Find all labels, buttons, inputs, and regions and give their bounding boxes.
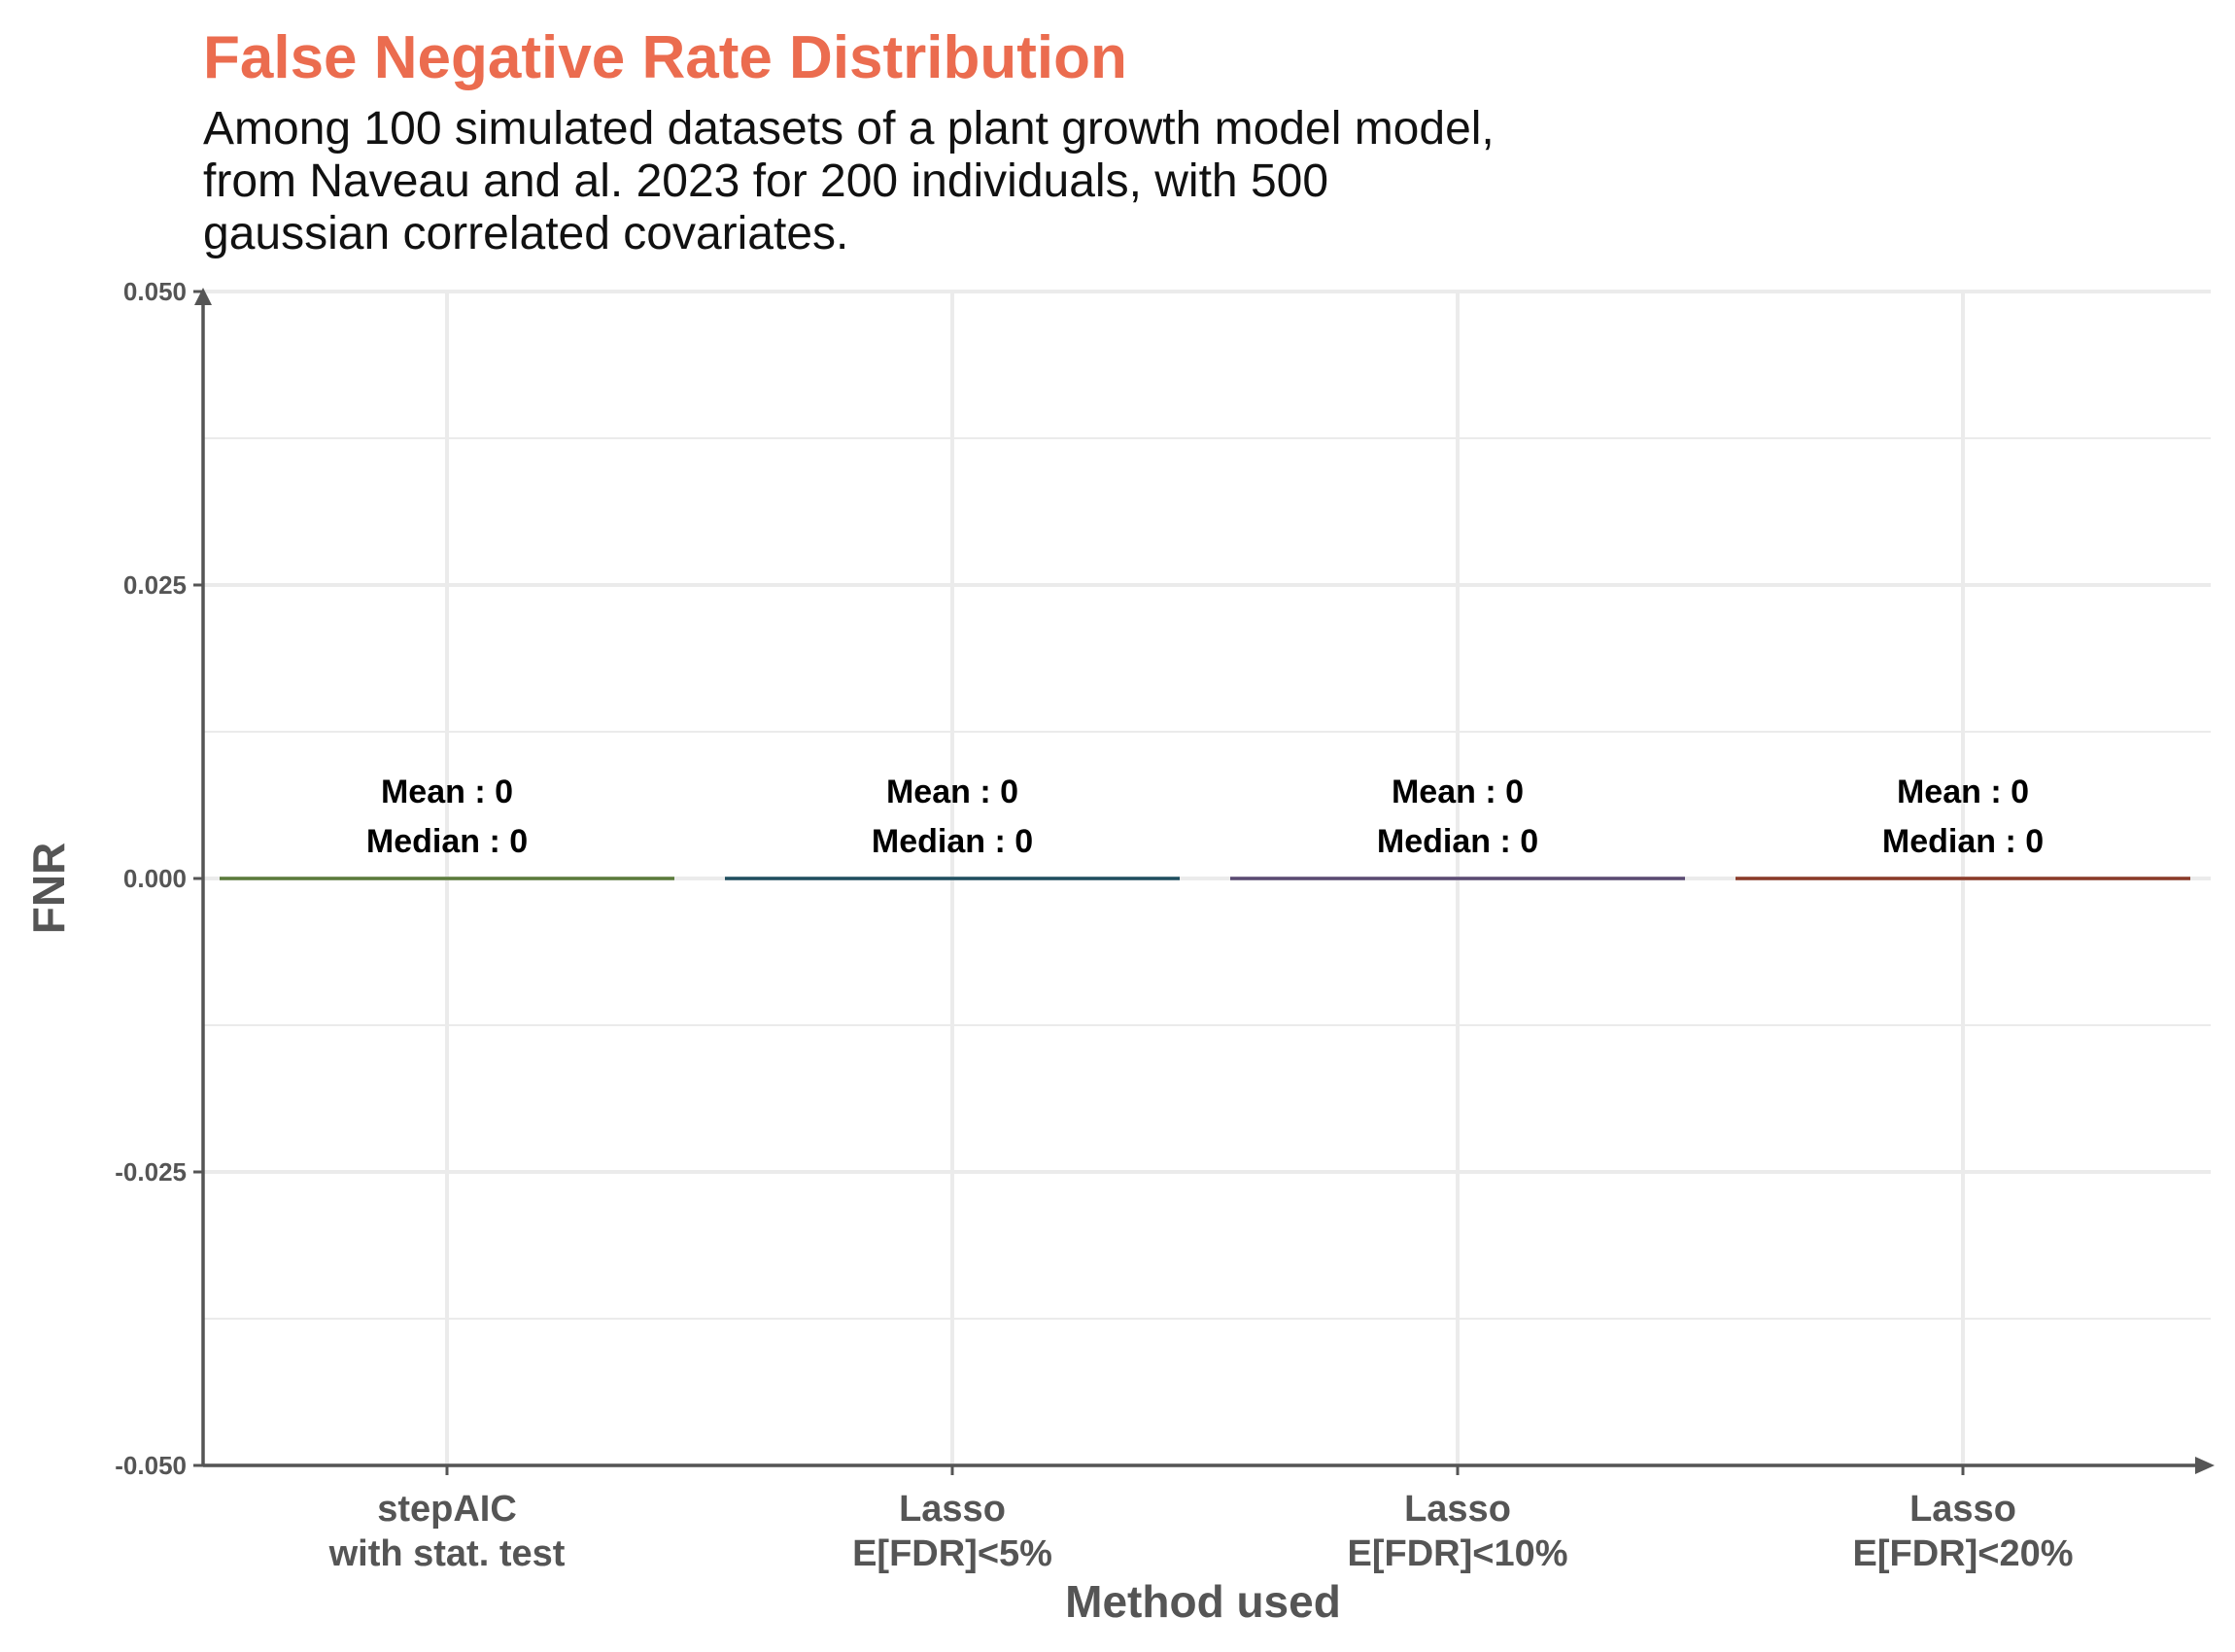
x-category-label: E[FDR]<20% bbox=[1853, 1533, 2074, 1574]
mean-annotation: Mean : 0 bbox=[886, 774, 1018, 810]
axes bbox=[193, 288, 2215, 1475]
y-tick-label: 0.025 bbox=[123, 570, 187, 600]
y-tick-label: -0.025 bbox=[115, 1157, 187, 1187]
subtitle-line: from Naveau and al. 2023 for 200 individ… bbox=[203, 155, 1329, 207]
chart-title: False Negative Rate Distribution bbox=[203, 24, 1127, 91]
chart-marks: Mean : 0 Median : 0 Mean : 0 Median : 0 Mean… bbox=[220, 774, 2190, 880]
subtitle-line: gaussian correlated covariates. bbox=[203, 208, 849, 259]
mean-annotation: Mean : 0 bbox=[381, 774, 513, 810]
median-annotation: Median : 0 bbox=[1882, 823, 2044, 860]
x-axis-arrow bbox=[2195, 1457, 2215, 1474]
x-category-label: Lasso bbox=[899, 1489, 1006, 1530]
x-axis-title: Method used bbox=[1065, 1576, 1341, 1627]
median-annotation: Median : 0 bbox=[366, 823, 528, 860]
x-category-label: E[FDR]<5% bbox=[852, 1533, 1052, 1574]
x-category-label: Lasso bbox=[1909, 1489, 2016, 1530]
mean-annotation: Mean : 0 bbox=[1392, 774, 1524, 810]
x-category-label: Lasso bbox=[1404, 1489, 1511, 1530]
x-category-label: stepAIC bbox=[377, 1489, 517, 1530]
y-tick-label: 0.000 bbox=[123, 864, 187, 893]
y-axis-arrow bbox=[194, 288, 212, 305]
chart-subtitle: Among 100 simulated datasets of a plant … bbox=[203, 103, 1661, 260]
subtitle-line: Among 100 simulated datasets of a plant … bbox=[203, 103, 1495, 155]
median-annotation: Median : 0 bbox=[1377, 823, 1538, 860]
x-category-label: E[FDR]<10% bbox=[1348, 1533, 1568, 1574]
median-annotation: Median : 0 bbox=[872, 823, 1033, 860]
y-tick-label: 0.050 bbox=[123, 277, 187, 306]
x-category-label: with stat. test bbox=[328, 1533, 566, 1574]
y-tick-label: -0.050 bbox=[115, 1451, 187, 1480]
mean-annotation: Mean : 0 bbox=[1897, 774, 2029, 810]
y-axis-title: FNR bbox=[23, 843, 74, 935]
